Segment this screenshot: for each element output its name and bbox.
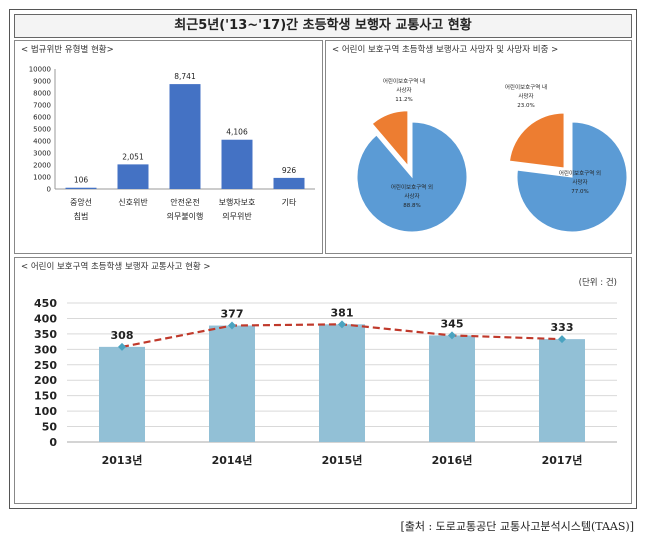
data-label: 106: [74, 176, 89, 185]
yearly-chart-panel: < 어린이 보호구역 초등학생 보행자 교통사고 현황 > (단위 : 건) 0…: [14, 257, 632, 504]
pie-chart-label: < 어린이 보호구역 초등학생 보행사고 사망자 및 사망자 비중 >: [332, 45, 559, 55]
violation-chart-panel: < 법규위반 유형별 현황> 0 1000 2000 3000 4000 5000 6000…: [14, 40, 323, 254]
bar: [221, 139, 253, 189]
y-tick-label: 10000: [29, 66, 51, 74]
trend-marker: [558, 335, 566, 344]
y-tick-label: 1000: [33, 174, 51, 182]
trend-marker: [338, 320, 346, 329]
bar: [99, 346, 145, 442]
x-tick-label: 기타: [282, 198, 297, 207]
y-tick-label: 2000: [33, 162, 51, 170]
data-label: 2,051: [122, 152, 144, 161]
bar: [65, 187, 97, 189]
pie-slice-label: 사망자: [572, 178, 587, 186]
pie-slice-label: 어린이보호구역 외: [391, 183, 433, 191]
pie-slice: [516, 121, 628, 233]
pie-slice-label: 88.8%: [403, 203, 420, 209]
pie-slice-label: 어린이보호구역 내: [505, 83, 547, 91]
x-tick-label: 보행자보호: [219, 197, 256, 207]
y-tick-label: 250: [34, 359, 57, 372]
bar: [117, 164, 149, 189]
y-tick-label: 4000: [33, 138, 51, 146]
pie-slice-label: 사망자: [518, 92, 533, 100]
bar: [169, 84, 201, 189]
data-label: 345: [441, 317, 464, 330]
y-tick-label: 400: [34, 312, 57, 325]
data-label: 308: [111, 329, 134, 342]
y-tick-label: 5000: [33, 126, 51, 134]
y-tick-label: 6000: [33, 114, 51, 122]
violation-bar-chart: 0 1000 2000 3000 4000 5000 6000 7000 8000 9000 100…: [29, 66, 315, 221]
violation-chart-label: < 법규위반 유형별 현황>: [21, 45, 114, 55]
y-tick-label: 0: [47, 186, 51, 194]
y-tick-label: 350: [34, 328, 57, 341]
trend-marker: [448, 331, 456, 340]
x-tick-label: 의무위반: [222, 211, 252, 221]
pie-slice: [356, 121, 468, 233]
x-tick-label: 2014년: [212, 453, 253, 467]
y-tick-label: 150: [34, 390, 57, 403]
x-tick-label: 안전운전: [170, 197, 199, 207]
pie-slice: [508, 112, 565, 169]
y-tick-label: 100: [34, 405, 57, 418]
pie-chart-panel: < 어린이 보호구역 초등학생 보행사고 사망자 및 사망자 비중 > 어린이보…: [325, 40, 632, 254]
x-tick-label: 2013년: [102, 453, 143, 467]
bar: [539, 339, 585, 442]
y-tick-label: 7000: [33, 102, 51, 110]
trend-marker: [228, 321, 236, 330]
data-label: 8,741: [174, 72, 196, 81]
x-tick-label: 2017년: [542, 453, 583, 467]
y-tick-label: 0: [49, 436, 57, 449]
y-tick-label: 200: [34, 374, 57, 387]
x-tick-label: 신호위반: [118, 198, 148, 207]
y-tick-label: 9000: [33, 78, 51, 86]
x-tick-label: 의무불이행: [167, 211, 204, 221]
data-label: 333: [551, 321, 574, 334]
source-caption: [출처 : 도로교통공단 교통사고분석시스템(TAAS)]: [400, 520, 634, 533]
outer-frame: [9, 9, 637, 509]
x-tick-label: 2016년: [432, 453, 473, 467]
x-tick-label: 침범: [74, 211, 89, 221]
bar: [319, 324, 365, 442]
trend-marker: [118, 342, 126, 351]
x-tick-label: 중앙선: [70, 197, 92, 207]
yearly-bar-chart: 0 50 100 150 200 250 300 350 400 450 2013년 308 2014년…: [34, 297, 617, 467]
bar: [429, 335, 475, 442]
pie-slice-label: 77.0%: [571, 189, 588, 195]
x-tick-label: 2015년: [322, 453, 363, 467]
pie-slice-label: 사상자: [404, 192, 419, 200]
y-tick-label: 450: [34, 297, 57, 310]
pie-slice-label: 어린이보호구역 외: [559, 169, 601, 177]
pie-slice-label: 23.0%: [517, 103, 534, 109]
y-tick-label: 8000: [33, 90, 51, 98]
unit-label: (단위 : 건): [578, 278, 617, 288]
data-label: 926: [282, 166, 297, 175]
page-title: 최근5년('13~'17)간 초등학생 보행자 교통사고 현황: [14, 14, 632, 38]
pie-slice: [371, 110, 409, 168]
bar: [273, 177, 305, 189]
y-tick-label: 300: [34, 343, 57, 356]
bar: [209, 325, 255, 442]
yearly-chart-label: < 어린이 보호구역 초등학생 보행자 교통사고 현황 >: [21, 262, 211, 272]
pie-slice-label: 사상자: [396, 86, 411, 94]
y-tick-label: 3000: [33, 150, 51, 158]
pie-slice-label: 어린이보호구역 내: [383, 77, 425, 85]
data-label: 4,106: [226, 128, 248, 137]
data-label: 377: [221, 308, 244, 321]
data-label: 381: [331, 306, 354, 319]
y-tick-label: 50: [42, 421, 58, 434]
pie-slice-label: 11.2%: [395, 97, 412, 103]
